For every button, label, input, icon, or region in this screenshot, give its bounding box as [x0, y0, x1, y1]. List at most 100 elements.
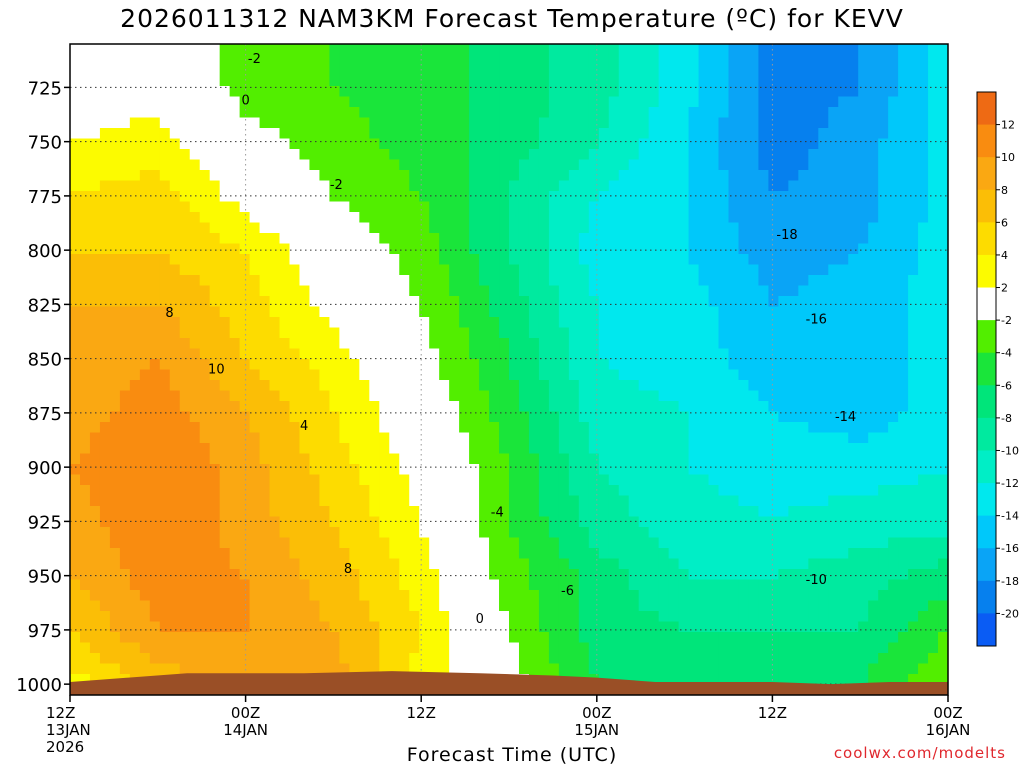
temperature-cell — [888, 254, 899, 266]
temperature-cell — [349, 569, 360, 581]
temperature-cell — [818, 537, 829, 549]
temperature-cell — [259, 390, 271, 402]
temperature-cell — [129, 401, 141, 413]
temperature-cell — [828, 516, 839, 528]
temperature-cell — [518, 579, 530, 591]
temperature-cell — [748, 590, 760, 602]
temperature-cell — [528, 75, 540, 87]
temperature-cell — [558, 485, 570, 497]
temperature-cell — [109, 327, 121, 339]
temperature-cell — [908, 149, 919, 161]
temperature-cell — [129, 632, 141, 644]
temperature-cell — [299, 254, 311, 266]
temperature-cell — [169, 474, 181, 486]
temperature-cell — [658, 453, 670, 465]
temperature-cell — [239, 600, 251, 612]
temperature-cell — [449, 180, 460, 192]
temperature-cell — [828, 170, 839, 182]
temperature-cell — [588, 537, 600, 549]
temperature-cell — [319, 621, 331, 633]
temperature-cell — [509, 149, 520, 161]
temperature-cell — [568, 380, 580, 392]
temperature-cell — [79, 285, 91, 297]
temperature-cell — [79, 159, 91, 171]
temperature-cell — [888, 149, 899, 161]
temperature-cell — [578, 558, 590, 570]
temperature-cell — [409, 474, 420, 486]
temperature-cell — [369, 579, 380, 591]
temperature-cell — [369, 495, 380, 507]
temperature-cell — [858, 296, 869, 308]
temperature-cell — [199, 422, 211, 434]
temperature-cell — [938, 401, 948, 413]
temperature-cell — [788, 537, 799, 549]
temperature-cell — [299, 327, 311, 339]
temperature-cell — [149, 432, 161, 444]
temperature-cell — [479, 275, 490, 287]
temperature-cell — [898, 138, 909, 150]
temperature-cell — [658, 527, 670, 539]
temperature-cell — [209, 558, 221, 570]
temperature-cell — [928, 369, 939, 381]
temperature-cell — [419, 432, 430, 444]
temperature-cell — [259, 485, 271, 497]
temperature-cell — [898, 443, 909, 455]
temperature-cell — [578, 254, 590, 266]
temperature-cell — [249, 558, 261, 570]
temperature-cell — [528, 422, 540, 434]
temperature-cell — [538, 191, 550, 203]
temperature-cell — [249, 107, 261, 119]
temperature-cell — [499, 579, 510, 591]
temperature-cell — [89, 306, 101, 318]
temperature-cell — [239, 495, 251, 507]
temperature-cell — [429, 306, 440, 318]
temperature-cell — [499, 432, 510, 444]
temperature-cell — [139, 632, 151, 644]
temperature-cell — [389, 264, 400, 276]
temperature-cell — [279, 611, 291, 623]
temperature-cell — [249, 527, 261, 539]
temperature-cell — [728, 590, 740, 602]
temperature-cell — [768, 191, 779, 203]
temperature-cell — [499, 422, 510, 434]
temperature-cell — [159, 443, 171, 455]
temperature-cell — [459, 369, 470, 381]
temperature-cell — [588, 128, 600, 140]
temperature-cell — [628, 327, 640, 339]
temperature-cell — [449, 432, 460, 444]
temperature-cell — [359, 548, 370, 560]
temperature-cell — [908, 75, 919, 87]
temperature-cell — [159, 380, 171, 392]
temperature-cell — [518, 632, 530, 644]
temperature-cell — [99, 569, 111, 581]
temperature-cell — [70, 590, 81, 602]
temperature-cell — [299, 432, 311, 444]
temperature-cell — [249, 390, 261, 402]
temperature-cell — [209, 359, 221, 371]
temperature-cell — [648, 621, 660, 633]
temperature-cell — [778, 411, 789, 423]
temperature-cell — [638, 600, 650, 612]
temperature-cell — [369, 191, 380, 203]
temperature-cell — [868, 516, 879, 528]
temperature-cell — [449, 569, 460, 581]
temperature-cell — [429, 201, 440, 213]
temperature-cell — [808, 233, 819, 245]
temperature-cell — [149, 621, 161, 633]
temperature-cell — [808, 159, 819, 171]
temperature-cell — [628, 401, 640, 413]
temperature-cell — [319, 159, 331, 171]
temperature-cell — [259, 191, 271, 203]
temperature-cell — [808, 149, 819, 161]
temperature-cell — [459, 464, 470, 476]
temperature-cell — [658, 65, 670, 77]
temperature-cell — [179, 411, 191, 423]
temperature-cell — [389, 254, 400, 266]
temperature-cell — [229, 464, 241, 476]
temperature-cell — [169, 516, 181, 528]
temperature-cell — [668, 296, 680, 308]
temperature-cell — [568, 138, 580, 150]
temperature-cell — [558, 233, 570, 245]
temperature-cell — [638, 44, 650, 56]
temperature-cell — [279, 107, 291, 119]
